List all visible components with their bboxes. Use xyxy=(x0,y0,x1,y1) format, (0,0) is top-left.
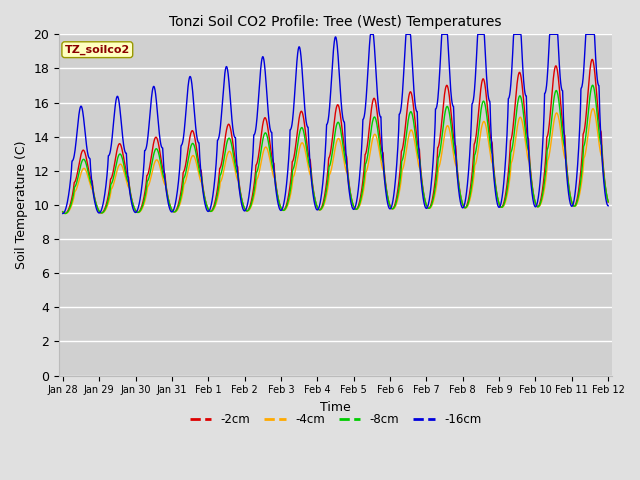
Title: Tonzi Soil CO2 Profile: Tree (West) Temperatures: Tonzi Soil CO2 Profile: Tree (West) Temp… xyxy=(169,15,502,29)
Y-axis label: Soil Temperature (C): Soil Temperature (C) xyxy=(15,141,28,269)
Text: TZ_soilco2: TZ_soilco2 xyxy=(65,45,130,55)
X-axis label: Time: Time xyxy=(320,401,351,414)
Legend: -2cm, -4cm, -8cm, -16cm: -2cm, -4cm, -8cm, -16cm xyxy=(185,408,486,431)
